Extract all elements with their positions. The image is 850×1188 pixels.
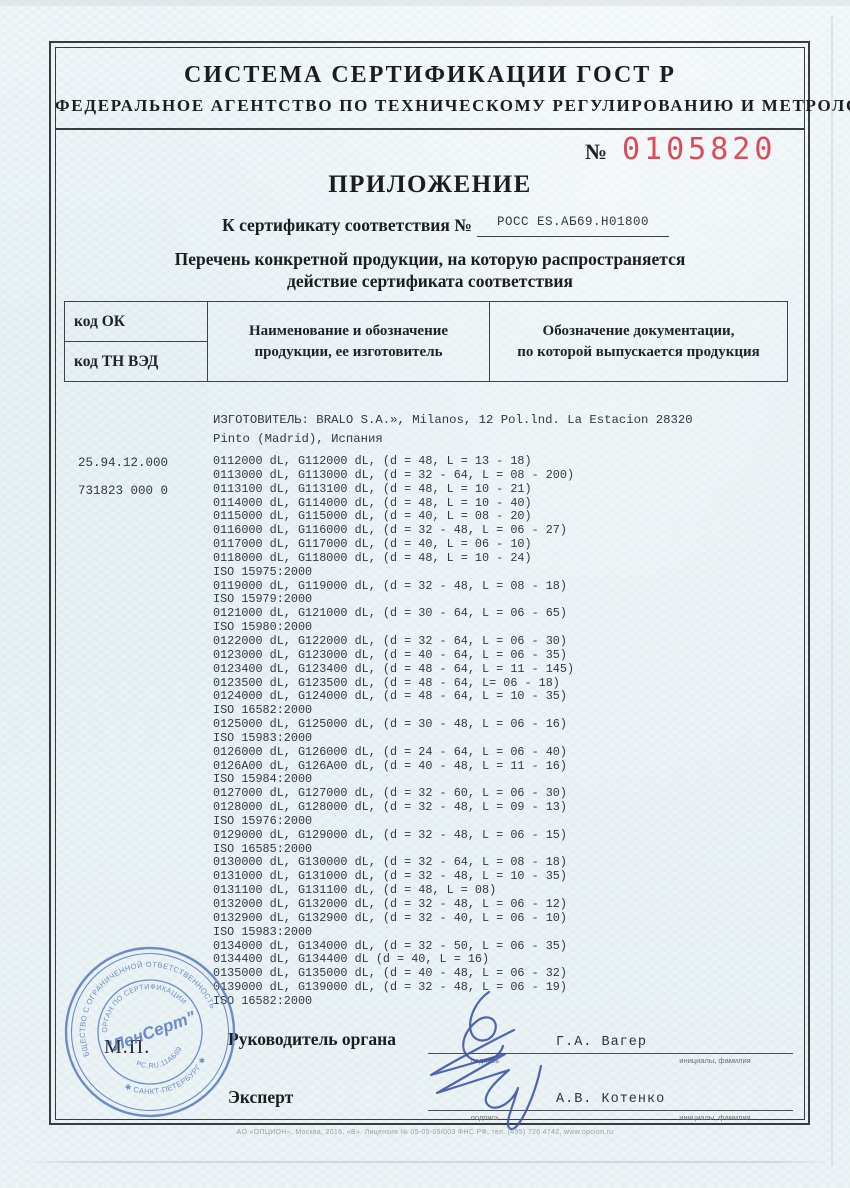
product-line: 0128000 dL, G128000 dL, (d = 32 - 48, L … — [213, 800, 567, 815]
certificate-number: РОСС ES.АБ69.Н01800 — [496, 215, 650, 229]
product-line: ISO 15983:2000 — [213, 730, 313, 745]
expert-name: А.В. Котенко — [556, 1092, 666, 1107]
product-line: 0122000 dL, G122000 dL, (d = 32 - 64, L … — [213, 633, 567, 648]
product-line: 0129000 dL, G129000 dL, (d = 32 - 48, L … — [213, 827, 567, 842]
product-line: 0112000 dL, G112000 dL, (d = 48, L = 13 … — [213, 454, 532, 468]
documentation-header: Обозначение документации, по которой вып… — [517, 322, 760, 360]
print-shop-footer: АО «ОПЦИОН», Москва, 2016, «В». Лицензия… — [236, 1129, 614, 1136]
product-line: 0131000 dL, G131000 dL, (d = 32 - 48, L … — [213, 869, 567, 884]
subtitle: Перечень конкретной продукции, на котору… — [174, 249, 686, 291]
product-line: 0134000 dL, G134000 dL, (d = 32 - 50, L … — [213, 938, 567, 953]
product-line: 0119000 dL, G119000 dL, (d = 32 - 48, L … — [213, 578, 567, 593]
head-of-body-label: Руководитель органа — [228, 1029, 396, 1049]
head-of-body-signature — [462, 990, 505, 1063]
system-title: СИСТЕМА СЕРТИФИКАЦИИ ГОСТ Р — [184, 62, 676, 88]
head-of-body-name: Г.А. Вагер — [556, 1035, 648, 1050]
certificate-number-field: РОСС ES.АБ69.Н01800 — [477, 212, 669, 237]
ok-code-value: 25.94.12.000 — [78, 456, 169, 470]
agency-title: ФЕДЕРАЛЬНОЕ АГЕНТСТВО ПО ТЕХНИЧЕСКОМУ РЕ… — [55, 96, 850, 115]
products-table-header: код ОК код ТН ВЭД Наименование и обознач… — [64, 301, 788, 382]
product-line: ISO 16585:2000 — [213, 841, 313, 856]
page-border-frame — [49, 41, 810, 1125]
product-line: ISO 16582:2000 — [213, 993, 313, 1008]
product-line: 0124000 dL, G124000 dL, (d = 48 - 64, L … — [213, 689, 567, 704]
product-line: 0125000 dL, G125000 dL, (d = 30 - 48, L … — [213, 717, 567, 732]
tnved-code-value: 731823 000 0 — [78, 484, 169, 498]
product-line: 0123000 dL, G123000 dL, (d = 40 - 64, L … — [213, 647, 567, 662]
product-line: 0132900 dL, G132900 dL, (d = 32 - 40, L … — [213, 910, 567, 925]
product-line: 0130000 dL, G130000 dL, (d = 32 - 64, L … — [213, 855, 567, 870]
stamp-inner-bottom-text: РС.RU.11АБ69 — [133, 1043, 188, 1077]
blank-number: 0105820 — [622, 132, 777, 167]
expert-label: Эксперт — [228, 1087, 294, 1107]
page-title: ПРИЛОЖЕНИЕ — [328, 171, 532, 198]
blank-number-sign: № — [585, 139, 608, 164]
product-line: ISO 15976:2000 — [213, 813, 313, 828]
product-line: 0114000 dL, G114000 dL, (d = 48, L = 10 … — [213, 495, 532, 510]
stamp-place-label: М.П. — [104, 1036, 151, 1058]
page-border-frame-inner — [54, 46, 805, 1120]
scan-edge-top — [0, 0, 850, 6]
product-line: 0113000 dL, G113000 dL, (d = 32 - 64, L … — [213, 467, 575, 482]
name-caption-2: инициалы, фамилия — [679, 1113, 751, 1122]
handwritten-signatures — [429, 990, 543, 1131]
product-line: ISO 15975:2000 — [213, 564, 313, 579]
product-line: 0139000 dL, G139000 dL, (d = 32 - 48, L … — [213, 980, 567, 995]
product-line: 0117000 dL, G117000 dL, (d = 40, L = 06 … — [213, 537, 532, 552]
name-caption-1: инициалы, фамилия — [679, 1056, 751, 1065]
product-line: 0134400 dL, G134400 dL (d = 40, L = 16) — [213, 952, 490, 967]
product-line: 0113100 dL, G113100 dL, (d = 48, L = 10 … — [213, 481, 532, 496]
manufacturer-line: ИЗГОТОВИТЕЛЬ: BRALO S.A.», Milanos, 12 P… — [213, 413, 693, 446]
certification-body-stamp: ОБЩЕСТВО С ОГРАНИЧЕННОЙ ОТВЕТСТВЕННОСТЬЮ… — [62, 944, 236, 1118]
ok-code-header: код ОК — [65, 302, 207, 342]
certificate-reference-label: К сертификату соответствия № — [222, 215, 472, 235]
product-line: 0123400 dL, G123400 dL, (d = 48 - 64, L … — [213, 661, 575, 676]
product-line: 0116000 dL, G116000 dL, (d = 32 - 48, L … — [213, 523, 567, 538]
product-line: 0121000 dL, G121000 dL, (d = 30 - 64, L … — [213, 606, 567, 621]
product-line: 0118000 dL, G118000 dL, (d = 48, L = 10 … — [213, 550, 532, 565]
product-line: ISO 15983:2000 — [213, 924, 313, 939]
product-line: 0123500 dL, G123500 dL, (d = 48 - 64, L=… — [213, 675, 560, 690]
header-divider — [56, 128, 804, 130]
product-line: 0131100 dL, G131100 dL, (d = 48, L = 08) — [213, 883, 497, 898]
product-line: 0115000 dL, G115000 dL, (d = 40, L = 08 … — [213, 509, 532, 524]
product-line: ISO 16582:2000 — [213, 703, 313, 718]
product-line: ISO 15980:2000 — [213, 620, 313, 635]
product-line: 0126000 dL, G126000 dL, (d = 24 - 64, L … — [213, 744, 567, 759]
stamp-center-text: "ЛенСерт" — [102, 1007, 198, 1058]
signature-line-2 — [428, 1110, 793, 1111]
signature-line-1 — [428, 1053, 793, 1054]
product-line: 0135000 dL, G135000 dL, (d = 40 - 48, L … — [213, 966, 567, 981]
product-line: ISO 15979:2000 — [213, 592, 313, 607]
scan-edge-right — [831, 16, 833, 1166]
scan-edge-bottom — [22, 1161, 834, 1163]
product-line: 0126A00 dL, G126A00 dL, (d = 40 - 48, L … — [213, 758, 567, 773]
codes-column: код ОК код ТН ВЭД — [65, 302, 208, 381]
product-line: 0127000 dL, G127000 dL, (d = 32 - 60, L … — [213, 786, 567, 801]
expert-signature — [429, 1028, 543, 1131]
tnved-code-header: код ТН ВЭД — [74, 352, 159, 370]
product-line: ISO 15984:2000 — [213, 772, 313, 787]
product-name-header: Наименование и обозначение продукции, ее… — [208, 302, 490, 381]
product-line: 0132000 dL, G132000 dL, (d = 32 - 48, L … — [213, 897, 567, 911]
product-list: 0112000 dL, G112000 dL, (d = 48, L = 13 … — [213, 454, 575, 1009]
sign-caption-2: подпись — [470, 1113, 500, 1122]
